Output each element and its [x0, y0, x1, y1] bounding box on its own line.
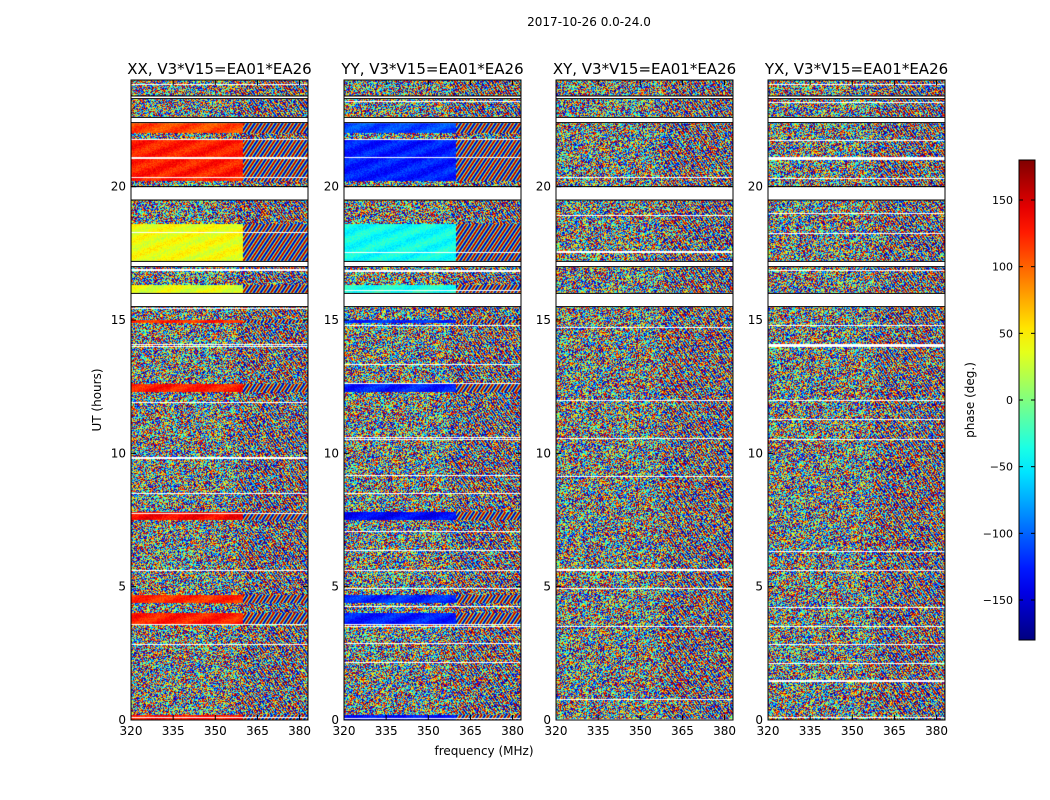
figure-title: 2017-10-26 0.0-24.0: [527, 15, 651, 29]
x-tick-label: 335: [799, 724, 822, 738]
y-tick-label: 0: [331, 713, 339, 727]
panel-2: YY, V3*V15=EA01*EA26 0 5 10 15 20 320 335 350 365…: [324, 60, 524, 738]
y-tick-label: 5: [331, 580, 339, 594]
y-tick-label: 10: [748, 446, 763, 460]
x-tick-label: 320: [757, 724, 780, 738]
colorbar-tick-label: 150: [992, 194, 1013, 207]
y-tick-label: 0: [118, 713, 126, 727]
x-tick-label: 335: [587, 724, 610, 738]
panel-title: YY, V3*V15=EA01*EA26: [340, 60, 523, 78]
y-axis-label: UT (hours): [90, 368, 104, 431]
x-tick-label: 335: [375, 724, 398, 738]
heatmap-image: [344, 80, 521, 720]
heatmap-image: [131, 80, 308, 720]
y-tick-label: 20: [536, 180, 551, 194]
panel-4: YX, V3*V15=EA01*EA26 0 5 10 15 20 320 335 350 365…: [748, 60, 948, 738]
y-tick-label: 20: [748, 180, 763, 194]
heatmap-panels: XX, V3*V15=EA01*EA26 0 5 10 15 20 320 335 350 365…: [111, 60, 948, 738]
x-tick-label: 350: [629, 724, 652, 738]
y-tick-label: 10: [536, 446, 551, 460]
y-tick-label: 0: [755, 713, 763, 727]
colorbar-tick-label: −100: [983, 527, 1013, 540]
x-tick-label: 365: [883, 724, 906, 738]
x-tick-label: 350: [841, 724, 864, 738]
colorbar-tick-label: 0: [1006, 394, 1013, 407]
y-tick-label: 15: [111, 313, 126, 327]
x-tick-label: 365: [459, 724, 482, 738]
y-tick-label: 20: [324, 180, 339, 194]
panel-frame: [130, 79, 309, 721]
x-tick-label: 320: [333, 724, 356, 738]
y-tick-label: 10: [111, 446, 126, 460]
y-tick-label: 20: [111, 180, 126, 194]
colorbar-tick-label: 50: [999, 327, 1013, 340]
x-tick-label: 365: [671, 724, 694, 738]
y-tick-label: 15: [324, 313, 339, 327]
heatmap-image: [556, 80, 733, 720]
panel-frame: [343, 79, 522, 721]
y-tick-label: 15: [536, 313, 551, 327]
panel-title: YX, V3*V15=EA01*EA26: [764, 60, 948, 78]
x-tick-label: 380: [713, 724, 736, 738]
x-tick-label: 320: [120, 724, 143, 738]
heatmap-image: [768, 80, 945, 720]
x-tick-label: 320: [545, 724, 568, 738]
x-tick-label: 335: [162, 724, 185, 738]
colorbar-tick-label: 100: [992, 261, 1013, 274]
colorbar: 150 100 50 0 −50 −100 −150 phase (deg.): [963, 159, 1036, 641]
panel-3: XY, V3*V15=EA01*EA26 0 5 10 15 20 320 335 350 365…: [536, 60, 736, 738]
y-tick-label: 15: [748, 313, 763, 327]
colorbar-tick-label: −150: [983, 594, 1013, 607]
x-tick-label: 350: [417, 724, 440, 738]
colorbar-ticks: 150 100 50 0 −50 −100 −150: [983, 194, 1035, 607]
y-tick-label: 5: [543, 580, 551, 594]
panel-frame: [555, 79, 734, 721]
panel-title: XX, V3*V15=EA01*EA26: [127, 60, 311, 78]
y-tick-label: 10: [324, 446, 339, 460]
y-tick-label: 5: [755, 580, 763, 594]
colorbar-tick-label: −50: [990, 461, 1013, 474]
x-tick-label: 350: [204, 724, 227, 738]
panel-title: XY, V3*V15=EA01*EA26: [553, 60, 736, 78]
colorbar-label: phase (deg.): [963, 362, 977, 438]
panel-frame: [767, 79, 946, 721]
x-tick-label: 380: [288, 724, 311, 738]
y-tick-label: 5: [118, 580, 126, 594]
x-tick-label: 365: [246, 724, 269, 738]
y-tick-label: 0: [543, 713, 551, 727]
x-tick-label: 380: [925, 724, 948, 738]
x-tick-label: 380: [501, 724, 524, 738]
panel-1: XX, V3*V15=EA01*EA26 0 5 10 15 20 320 335 350 365…: [111, 60, 312, 738]
x-axis-label: frequency (MHz): [434, 744, 533, 758]
